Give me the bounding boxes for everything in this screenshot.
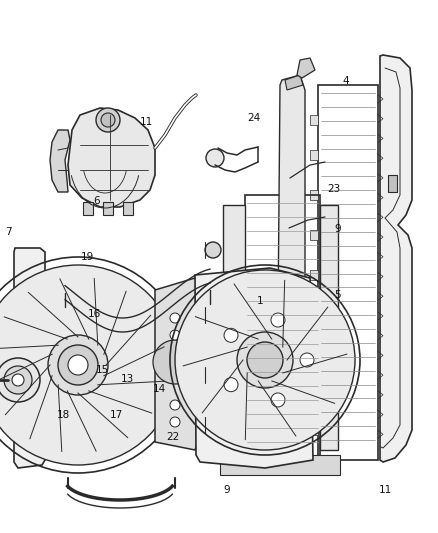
Polygon shape	[223, 205, 245, 450]
Polygon shape	[83, 202, 93, 215]
Text: 24: 24	[247, 114, 261, 123]
Circle shape	[0, 358, 40, 402]
Circle shape	[68, 355, 88, 375]
Polygon shape	[310, 270, 318, 280]
Text: 13: 13	[120, 375, 134, 384]
Text: 11: 11	[379, 486, 392, 495]
Polygon shape	[320, 205, 338, 450]
Circle shape	[58, 345, 98, 385]
Text: 1: 1	[257, 296, 264, 306]
Polygon shape	[310, 350, 318, 360]
Text: 15: 15	[95, 366, 109, 375]
Circle shape	[96, 108, 120, 132]
Polygon shape	[278, 75, 305, 325]
Polygon shape	[310, 310, 318, 320]
Circle shape	[237, 332, 293, 388]
Polygon shape	[155, 278, 200, 450]
Circle shape	[170, 330, 180, 340]
Circle shape	[170, 313, 180, 323]
Circle shape	[300, 353, 314, 367]
Circle shape	[0, 265, 178, 465]
Text: 5: 5	[334, 290, 341, 300]
Circle shape	[205, 242, 221, 258]
Circle shape	[271, 313, 285, 327]
Circle shape	[170, 400, 180, 410]
Polygon shape	[388, 175, 397, 192]
Polygon shape	[103, 202, 113, 215]
Polygon shape	[310, 390, 318, 400]
Circle shape	[224, 328, 238, 342]
Circle shape	[4, 366, 32, 394]
Circle shape	[247, 342, 283, 378]
Text: 17: 17	[110, 410, 123, 419]
Text: 14: 14	[153, 384, 166, 394]
Polygon shape	[123, 202, 133, 215]
Polygon shape	[380, 55, 412, 462]
Text: 6: 6	[93, 197, 100, 206]
Text: 18: 18	[57, 410, 70, 419]
Text: 11: 11	[140, 117, 153, 126]
Text: 16: 16	[88, 310, 101, 319]
Polygon shape	[310, 425, 318, 435]
Text: 22: 22	[166, 432, 180, 442]
Circle shape	[205, 417, 221, 433]
Polygon shape	[68, 108, 155, 207]
Circle shape	[205, 367, 221, 383]
Circle shape	[224, 378, 238, 392]
Polygon shape	[14, 248, 45, 468]
Circle shape	[175, 270, 355, 450]
Polygon shape	[195, 268, 313, 468]
Polygon shape	[285, 75, 303, 90]
Polygon shape	[297, 58, 315, 78]
Text: 9: 9	[223, 486, 230, 495]
Polygon shape	[310, 190, 318, 200]
Polygon shape	[50, 130, 70, 192]
Circle shape	[271, 393, 285, 407]
Polygon shape	[310, 115, 318, 125]
Circle shape	[48, 335, 108, 395]
Circle shape	[12, 374, 24, 386]
Circle shape	[153, 340, 197, 384]
Text: 9: 9	[334, 224, 341, 234]
Polygon shape	[310, 230, 318, 240]
Text: 7: 7	[5, 227, 12, 237]
Text: 19: 19	[81, 252, 94, 262]
Circle shape	[205, 307, 221, 323]
Circle shape	[206, 149, 224, 167]
Polygon shape	[310, 150, 318, 160]
Text: 4: 4	[343, 76, 350, 86]
Text: 23: 23	[328, 184, 341, 194]
Circle shape	[101, 113, 115, 127]
Polygon shape	[220, 455, 340, 475]
Circle shape	[170, 417, 180, 427]
